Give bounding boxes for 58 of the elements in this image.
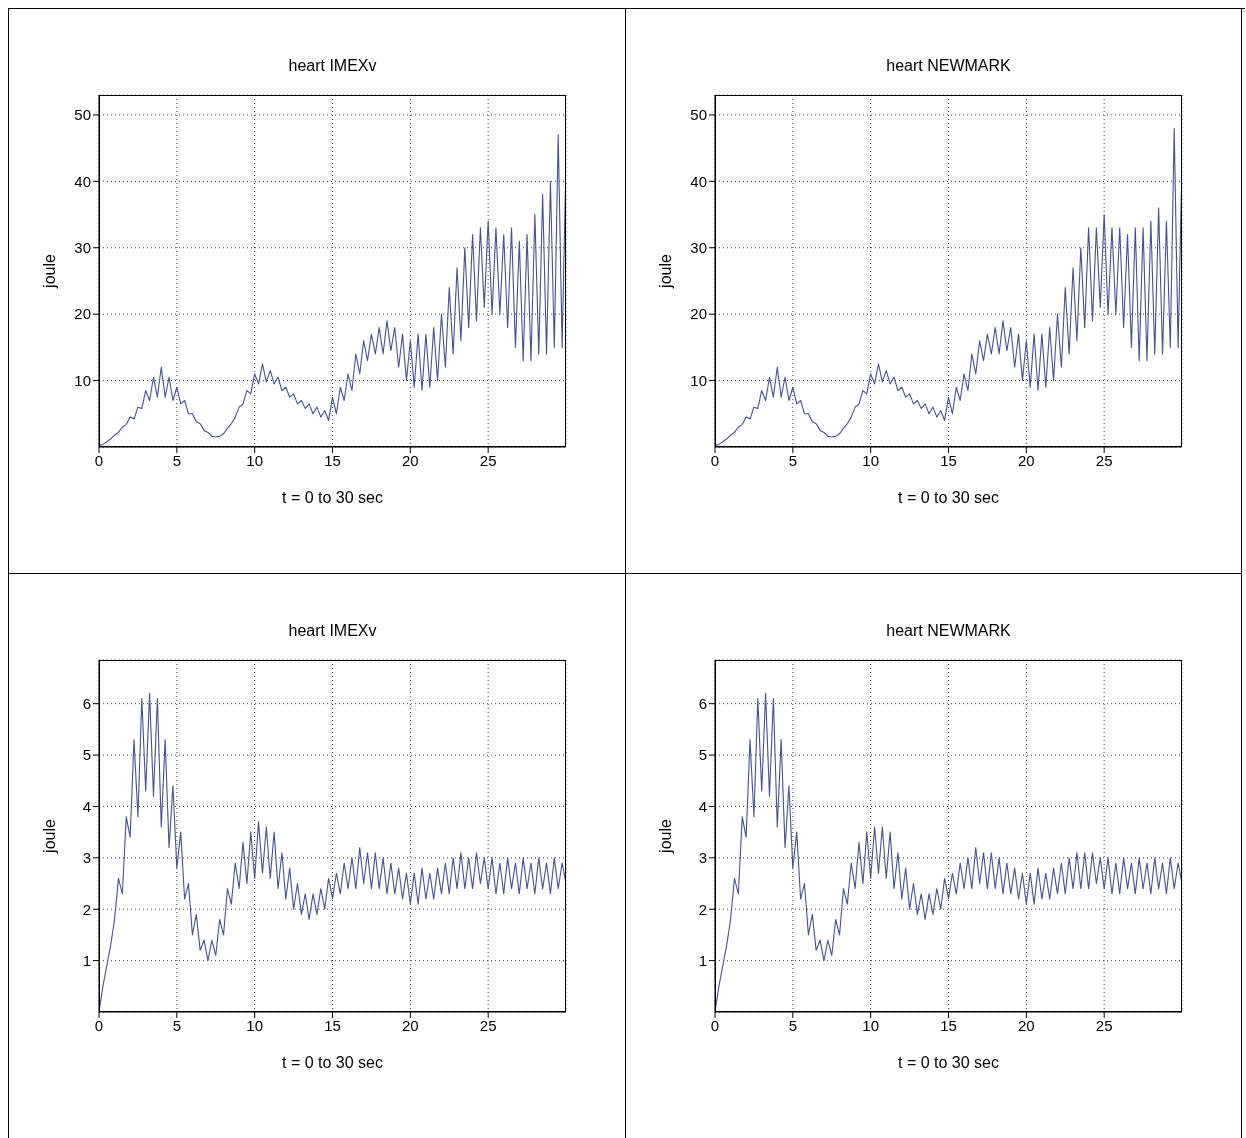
x-tick-label: 5 — [788, 1016, 798, 1034]
x-tick-label: 15 — [324, 1016, 341, 1034]
y-tick-label: 3 — [82, 849, 91, 867]
x-tick-label: 10 — [246, 451, 264, 469]
x-tick-label: 25 — [479, 451, 497, 469]
y-tick-label: 4 — [82, 797, 91, 815]
x-tick-label: 0 — [94, 1016, 104, 1034]
y-tick-label: 1 — [698, 951, 707, 969]
y-tick-label: 20 — [74, 305, 91, 323]
x-tick-label: 20 — [1017, 1016, 1035, 1034]
x-tick-label: 25 — [479, 1016, 497, 1034]
y-tick-label: 40 — [74, 172, 91, 190]
chart-title: heart NEWMARK — [885, 622, 1012, 640]
y-tick-label: 30 — [690, 239, 707, 257]
x-axis-title: t = 0 to 30 sec — [898, 489, 999, 506]
y-axis-title: joule — [656, 254, 674, 289]
y-tick-label: 4 — [698, 797, 707, 815]
y-axis-title: joule — [40, 254, 58, 289]
x-tick-label: 0 — [710, 451, 720, 469]
x-tick-label: 10 — [246, 1016, 264, 1034]
y-tick-label: 5 — [82, 746, 91, 764]
x-tick-label: 5 — [788, 451, 798, 469]
x-axis-title: t = 0 to 30 sec — [282, 489, 383, 506]
x-tick-label: 15 — [940, 1016, 957, 1034]
x-tick-label: 10 — [862, 451, 880, 469]
y-tick-label: 6 — [698, 695, 707, 712]
y-tick-label: 2 — [82, 900, 91, 918]
x-tick-label: 15 — [940, 451, 957, 469]
chart-title: heart NEWMARK — [885, 57, 1012, 75]
x-tick-label: 20 — [401, 451, 419, 469]
x-axis-title: t = 0 to 30 sec — [898, 1054, 999, 1071]
y-axis-title: joule — [40, 819, 58, 854]
chart-title: heart IMEXv — [287, 57, 378, 75]
y-tick-label: 10 — [74, 371, 91, 389]
y-axis-title: joule — [656, 819, 674, 854]
y-tick-label: 20 — [690, 305, 707, 323]
x-tick-label: 25 — [1095, 1016, 1113, 1034]
y-tick-label: 6 — [82, 695, 91, 712]
x-tick-label: 0 — [710, 1016, 720, 1034]
y-tick-label: 2 — [698, 900, 707, 918]
x-tick-label: 5 — [172, 1016, 182, 1034]
y-tick-label: 40 — [690, 172, 707, 190]
x-tick-label: 10 — [862, 1016, 880, 1034]
x-axis-title: t = 0 to 30 sec — [282, 1054, 383, 1071]
x-tick-label: 25 — [1095, 451, 1113, 469]
y-tick-label: 10 — [690, 371, 707, 389]
y-tick-label: 50 — [690, 106, 707, 124]
x-tick-label: 0 — [94, 451, 104, 469]
y-tick-label: 1 — [82, 951, 91, 969]
y-tick-label: 5 — [698, 746, 707, 764]
y-tick-label: 30 — [74, 239, 91, 257]
x-tick-label: 15 — [324, 451, 341, 469]
chart-title: heart IMEXv — [287, 622, 378, 640]
y-tick-label: 50 — [74, 106, 91, 124]
x-tick-label: 20 — [1017, 451, 1035, 469]
x-tick-label: 5 — [172, 451, 182, 469]
x-tick-label: 20 — [401, 1016, 419, 1034]
y-tick-label: 3 — [698, 849, 707, 867]
